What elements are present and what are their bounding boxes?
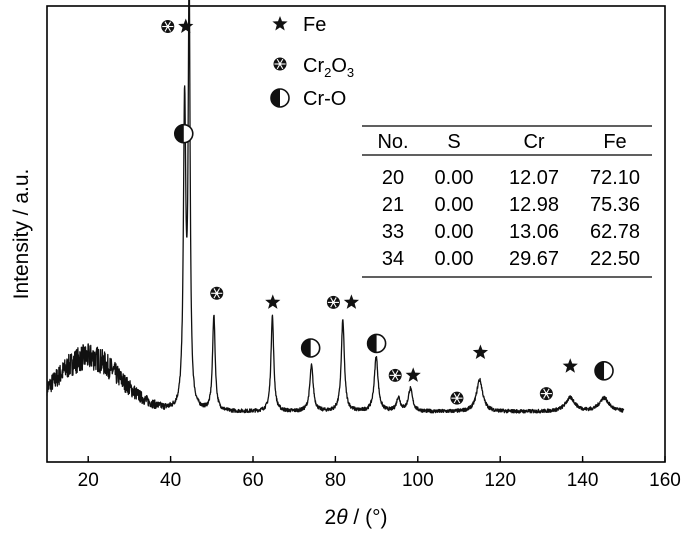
x-axis-title: 2θ / (°) — [325, 506, 388, 529]
snowflake-dot-icon — [326, 295, 340, 309]
half-filled-circle-icon — [366, 333, 387, 354]
table-header-cell: Cr — [523, 131, 544, 153]
x-axis-ticks: 20 40 60 80 100 120 140 160 — [78, 456, 681, 491]
star-icon — [343, 294, 360, 309]
table-cell: 75.36 — [590, 194, 640, 216]
table-cell: 62.78 — [590, 221, 640, 243]
legend-label-cro: Cr-O — [303, 88, 346, 110]
table-cell: 12.98 — [509, 194, 559, 216]
table-cell: 0.00 — [435, 248, 474, 270]
half-filled-circle-icon — [270, 88, 290, 108]
table-cell: 22.50 — [590, 248, 640, 270]
snowflake-dot-icon — [539, 387, 553, 401]
plot-frame — [46, 5, 666, 463]
legend-label-cr2o3: Cr2O3 — [303, 55, 354, 80]
table-cell: 0.00 — [435, 167, 474, 189]
x-tick-label: 20 — [78, 470, 99, 491]
composition-table: No. S Cr Fe 20 0.00 12.07 72.10 21 0.00 12.98 75.36… — [362, 125, 652, 278]
legend-label-fe: Fe — [303, 14, 326, 36]
x-tick-label: 120 — [484, 470, 516, 491]
table-header-cell: S — [447, 131, 460, 153]
snowflake-dot-icon — [450, 391, 464, 405]
table-cell: 29.67 — [509, 248, 559, 270]
x-tick-label: 60 — [242, 470, 263, 491]
half-filled-circle-icon — [300, 338, 321, 358]
snowflake-dot-icon — [273, 57, 287, 71]
y-axis-title: Intensity / a.u. — [10, 169, 33, 300]
table-cell: 13.06 — [509, 221, 559, 243]
snowflake-dot-icon — [210, 286, 224, 300]
legend-entry-cro: Cr-O — [270, 88, 346, 110]
table-cell: 12.07 — [509, 167, 559, 189]
x-tick-label: 80 — [325, 470, 346, 491]
table-cell: 0.00 — [435, 221, 474, 243]
x-tick-label: 140 — [567, 470, 599, 491]
legend: Fe Cr2O3 Cr-O — [270, 14, 354, 110]
star-icon — [272, 16, 288, 31]
table-cell: 34 — [382, 248, 404, 270]
table-header-cell: Fe — [603, 131, 626, 153]
table-cell: 72.10 — [590, 167, 640, 189]
star-icon — [265, 294, 281, 309]
table-header-cell: No. — [377, 131, 408, 153]
x-tick-label: 40 — [160, 470, 181, 491]
legend-entry-fe: Fe — [272, 14, 326, 36]
table-cell: 20 — [382, 167, 404, 189]
x-tick-label: 100 — [402, 470, 434, 491]
snowflake-dot-icon — [273, 57, 287, 71]
star-icon — [472, 344, 489, 360]
table-cell: 0.00 — [435, 194, 474, 216]
phase-markers — [161, 18, 614, 405]
table-cell: 33 — [382, 221, 404, 243]
xrd-pattern-line — [46, 0, 625, 414]
star-icon — [562, 358, 578, 373]
half-filled-circle-icon — [594, 360, 614, 381]
star-icon — [405, 367, 421, 382]
star-icon — [178, 18, 194, 33]
half-filled-circle-icon — [173, 123, 194, 144]
legend-entry-cr2o3: Cr2O3 — [273, 55, 354, 80]
snowflake-dot-icon — [388, 368, 402, 382]
snowflake-dot-icon — [161, 20, 175, 34]
half-filled-circle-icon — [270, 88, 290, 108]
table-cell: 21 — [382, 194, 404, 216]
x-tick-label: 160 — [649, 470, 681, 491]
star-icon — [272, 16, 288, 31]
